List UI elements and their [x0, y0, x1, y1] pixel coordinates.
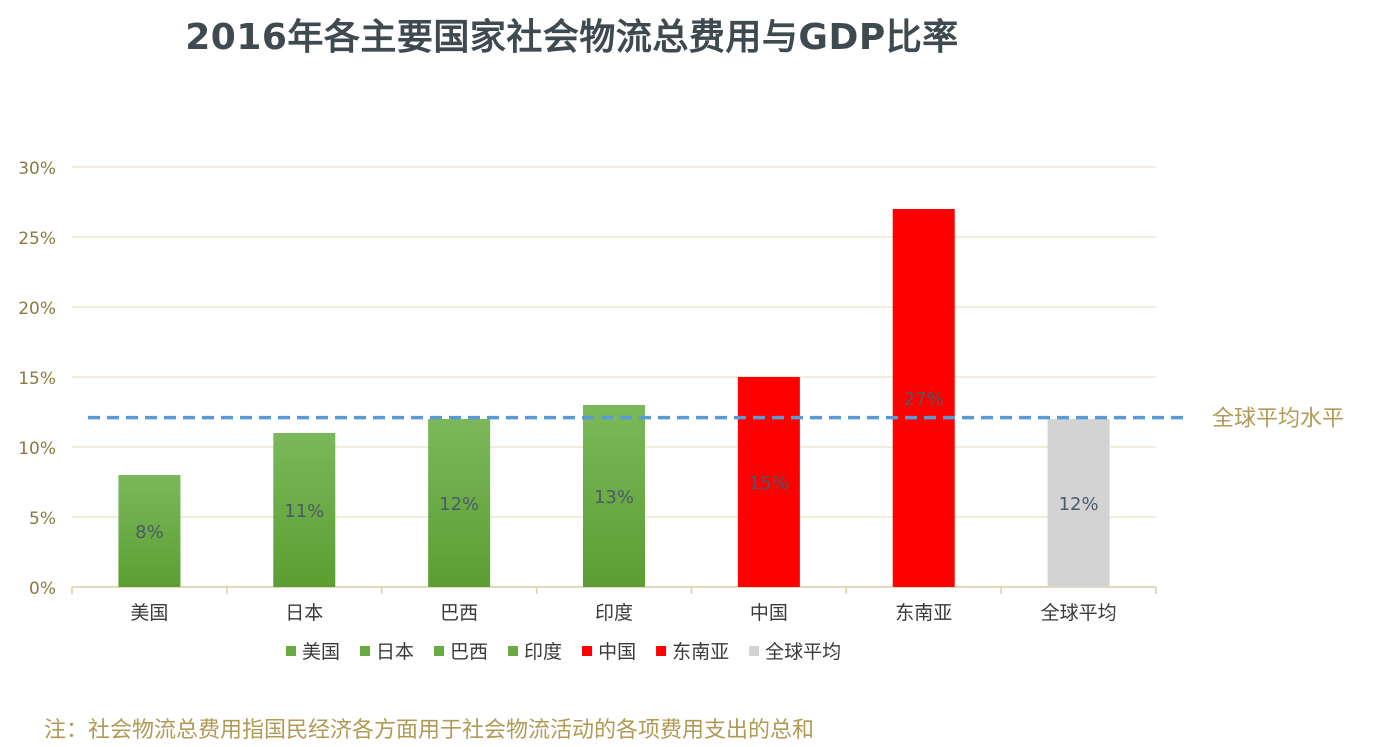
- bar: [118, 475, 181, 587]
- data-label: 13%: [594, 487, 634, 508]
- y-tick-label: 15%: [18, 369, 56, 389]
- bar: [273, 433, 336, 587]
- footnote: 注：社会物流总费用指国民经济各方面用于社会物流活动的各项费用支出的总和: [44, 718, 815, 743]
- x-tick-label: 全球平均: [1041, 602, 1117, 624]
- bar: [1047, 419, 1110, 587]
- legend-swatch: [749, 646, 760, 656]
- bar: [428, 419, 491, 587]
- legend-swatch: [582, 646, 593, 656]
- x-tick-label: 巴西: [440, 602, 478, 624]
- legend-label: 中国: [598, 641, 636, 663]
- y-tick-label: 30%: [18, 159, 56, 179]
- legend-label: 美国: [302, 641, 340, 663]
- legend-label: 巴西: [450, 641, 488, 663]
- legend-swatch: [286, 646, 296, 656]
- y-tick-label: 0%: [29, 579, 56, 599]
- x-tick-label: 美国: [130, 602, 168, 624]
- legend-swatch: [656, 646, 667, 656]
- axes: 0% 5% 10% 15% 20% 25% 30% 美国 日本 巴西 印度 中国 东南亚 全球平均: [18, 159, 1157, 624]
- legend-swatch: [360, 646, 371, 656]
- data-label: 15%: [749, 473, 789, 494]
- bar: [583, 405, 645, 587]
- x-tick-label: 中国: [750, 602, 788, 624]
- reference-line-label: 全球平均水平: [1212, 407, 1344, 432]
- y-tick-label: 10%: [18, 439, 56, 459]
- x-tick-label: 日本: [285, 602, 323, 624]
- x-tick-label: 印度: [595, 602, 633, 624]
- chart-title: 2016年各主要国家社会物流总费用与GDP比率: [185, 17, 959, 58]
- x-tick-label: 东南亚: [895, 602, 952, 624]
- data-label: 12%: [439, 494, 479, 515]
- reference-line-group: 全球平均水平: [88, 407, 1344, 432]
- data-label: 8%: [135, 522, 164, 543]
- bar: [892, 209, 955, 587]
- legend-swatch: [434, 646, 445, 656]
- legend: 美国 日本 巴西 印度 中国 东南亚 全球平均: [286, 641, 841, 663]
- data-label: 12%: [1059, 494, 1099, 515]
- y-tick-label: 5%: [29, 509, 56, 529]
- legend-label: 东南亚: [672, 641, 729, 663]
- legend-label: 印度: [524, 641, 562, 663]
- legend-label: 日本: [376, 641, 414, 663]
- y-tick-label: 25%: [18, 229, 56, 249]
- data-labels: 8% 11% 12% 13% 15% 27% 12%: [135, 389, 1098, 543]
- legend-swatch: [508, 646, 519, 656]
- bar: [737, 377, 800, 587]
- y-tick-label: 20%: [18, 299, 56, 319]
- bars: [118, 209, 1110, 587]
- data-label: 11%: [284, 501, 324, 522]
- data-label: 27%: [904, 389, 944, 410]
- legend-label: 全球平均: [765, 641, 841, 663]
